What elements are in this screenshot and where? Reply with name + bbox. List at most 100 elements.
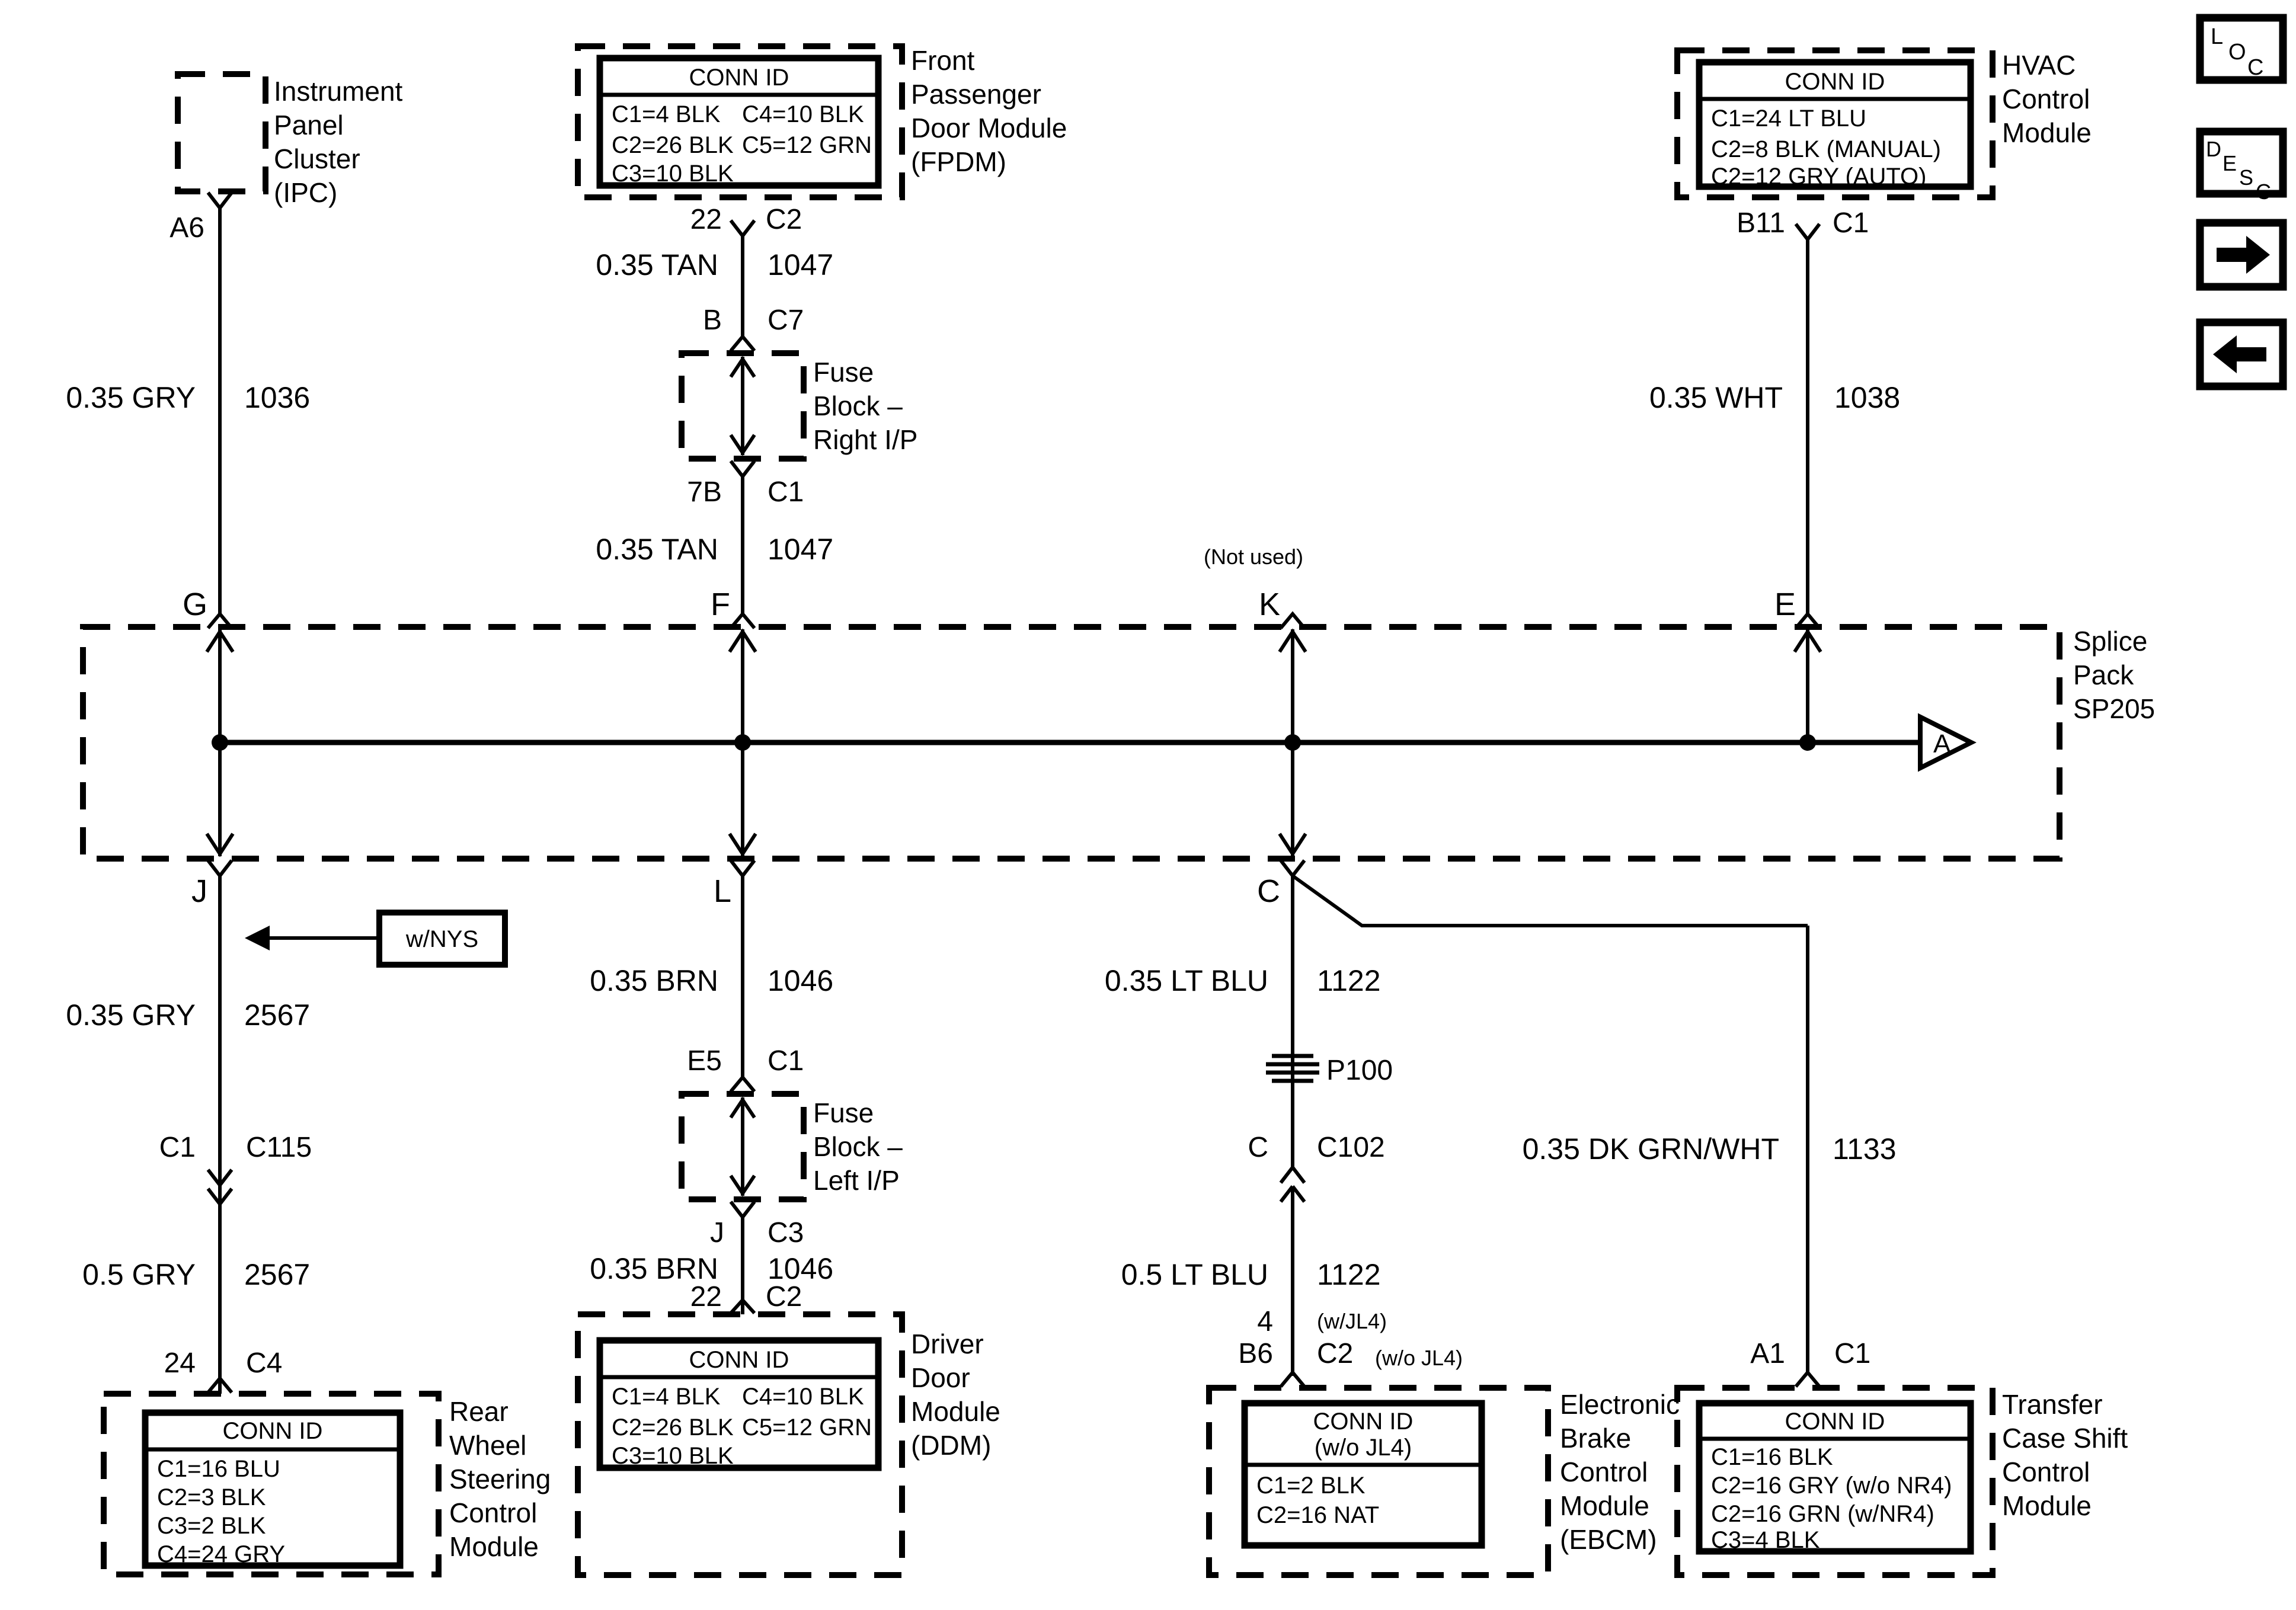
- arrow-down: [205, 833, 235, 857]
- module-exit-chevron: [206, 191, 234, 209]
- ddm-row: C2=26 BLK: [612, 1414, 734, 1441]
- desc-letter-s: S: [2239, 165, 2253, 190]
- ddm-name-2: Door: [911, 1362, 970, 1393]
- ipc-pin: A6: [170, 212, 204, 244]
- module-ebcm: 4 (w/JL4) B6 C2 (w/o JL4) CONN ID (w/o J…: [1206, 1306, 1680, 1578]
- arrow-down: [728, 833, 757, 857]
- hvac-name-2: Control: [2002, 84, 2090, 114]
- ipc-name-1: Instrument: [274, 76, 403, 107]
- fuse-left-box: [679, 1091, 807, 1202]
- fuse-right-conn-in: C7: [768, 305, 804, 336]
- ebcm-name-1: Electronic: [1560, 1389, 1680, 1420]
- ddm-box: [575, 1311, 905, 1578]
- entry-chevron: [1279, 611, 1306, 629]
- ebcm-conn-header-1: CONN ID: [1313, 1409, 1414, 1435]
- ebcm-row: C1=2 BLK: [1256, 1473, 1366, 1499]
- right-arrow-icon: [2217, 236, 2270, 274]
- wnys-box: [376, 910, 508, 968]
- module-ipc: Instrument Panel Cluster (IPC) A6: [170, 71, 403, 244]
- entry-chevron: [729, 334, 756, 352]
- rws-row: C2=3 BLK: [157, 1484, 266, 1510]
- tcase-row: C2=16 GRY (w/o NR4): [1711, 1473, 1952, 1499]
- fuse-left-conn-out: C3: [768, 1217, 804, 1249]
- wire-label: 0.35 TAN: [596, 533, 718, 566]
- splice-pin-e: E: [1774, 587, 1796, 622]
- ddm-name-3: Module: [911, 1396, 1000, 1427]
- ebcm-row: C2=16 NAT: [1256, 1502, 1379, 1528]
- junction-dot: [1284, 734, 1301, 751]
- wire-circuit: 1038: [1834, 381, 1900, 414]
- fpdm-name-4: (FPDM): [911, 146, 1006, 177]
- wnys-callout: w/NYS: [245, 910, 508, 968]
- fuse-left-name-2: Block –: [813, 1131, 903, 1162]
- fpdm-row: C5=12 GRN: [742, 132, 872, 158]
- arrow-up: [728, 628, 757, 653]
- rws-conn-table: [142, 1409, 404, 1569]
- exit-chevron: [729, 460, 756, 478]
- bus-ref-letter: A: [1933, 729, 1951, 758]
- not-used-label: (Not used): [1204, 545, 1303, 569]
- wire-label: 0.5 GRY: [82, 1258, 196, 1291]
- wire-circuit: 1122: [1317, 1258, 1381, 1291]
- loc-letter-o: O: [2228, 40, 2246, 65]
- c102-pin: C: [1248, 1132, 1268, 1163]
- entry-chevron: [729, 1297, 756, 1315]
- junction-dot: [734, 734, 751, 751]
- desc-button[interactable]: D E S C: [2196, 127, 2287, 204]
- ddm-row: C5=12 GRN: [742, 1414, 872, 1441]
- entry-chevron: [729, 1074, 756, 1093]
- exit-chevron: [729, 1201, 756, 1218]
- wire-circuit: 1046: [768, 964, 833, 997]
- hvac-box: [1674, 47, 1996, 200]
- loc-button[interactable]: L O C: [2196, 14, 2287, 84]
- module-exit-chevron: [1794, 223, 1821, 241]
- ipc-name-3: Cluster: [274, 143, 360, 174]
- ebcm-name-5: (EBCM): [1560, 1524, 1657, 1555]
- double-chevron-down: [206, 1169, 234, 1205]
- wire-circuit: 2567: [244, 1258, 310, 1291]
- rws-pin: 24: [164, 1347, 196, 1379]
- back-arrow-button[interactable]: [2196, 318, 2287, 391]
- desc-letter-d: D: [2206, 137, 2221, 161]
- desc-letter-e: E: [2223, 151, 2237, 175]
- ebcm-pin-b6: B6: [1238, 1338, 1273, 1369]
- exit-chevron: [206, 859, 234, 879]
- tcase-row: C3=4 BLK: [1711, 1527, 1820, 1553]
- hvac-conn: C1: [1833, 207, 1869, 239]
- fuse-right-conn-out: C1: [768, 476, 804, 508]
- splice-pack-sp205: A G F K E (Not used) J L C Splice Pack S…: [80, 545, 2155, 909]
- splice-pack-box: [80, 624, 2062, 862]
- wire-circuit: 1047: [768, 248, 833, 281]
- fuse-block-right-ip: B C7 Fuse Block – Right I/P 7B C1: [679, 305, 917, 508]
- loc-button-frame: [2196, 14, 2287, 84]
- rws-conn: C4: [246, 1347, 282, 1379]
- rws-conn-header: CONN ID: [223, 1418, 323, 1444]
- rws-name-4: Control: [449, 1497, 537, 1528]
- next-arrow-button[interactable]: [2196, 219, 2287, 291]
- fuse-left-name-1: Fuse: [813, 1097, 874, 1128]
- fpdm-box: [575, 43, 905, 200]
- junction-dot: [1799, 734, 1816, 751]
- ipc-box: [175, 71, 268, 194]
- wnys-label: w/NYS: [405, 926, 478, 952]
- hvac-row: C2=8 BLK (MANUAL): [1711, 136, 1941, 162]
- entry-chevron: [206, 1375, 234, 1394]
- splice-pin-l: L: [714, 873, 731, 909]
- ebcm-conn-table: [1241, 1400, 1485, 1549]
- c102-conn: C102: [1317, 1132, 1385, 1163]
- ebcm-pin-b6-note: (w/o JL4): [1375, 1346, 1463, 1370]
- fuse-right-name-3: Right I/P: [813, 424, 917, 455]
- fuse-block-left-ip: E5 C1 Fuse Block – Left I/P J C3: [679, 1045, 903, 1249]
- module-ddm: 22 C2 CONN ID C1=4 BLK C2=26 BLK C3=10 B…: [575, 1281, 1000, 1578]
- fpdm-name-3: Door Module: [911, 113, 1067, 143]
- fpdm-conn: C2: [766, 204, 802, 235]
- arrow-up: [1793, 628, 1822, 653]
- entry-chevron: [1279, 1369, 1306, 1388]
- tcase-row: C2=16 GRN (w/NR4): [1711, 1501, 1934, 1527]
- splice-pin-f: F: [711, 587, 730, 622]
- connector-c115: C1 C115: [159, 1132, 312, 1205]
- ebcm-name-2: Brake: [1560, 1423, 1631, 1454]
- ddm-row: C1=4 BLK: [612, 1384, 721, 1410]
- fuse-left-pin-in: E5: [687, 1045, 722, 1077]
